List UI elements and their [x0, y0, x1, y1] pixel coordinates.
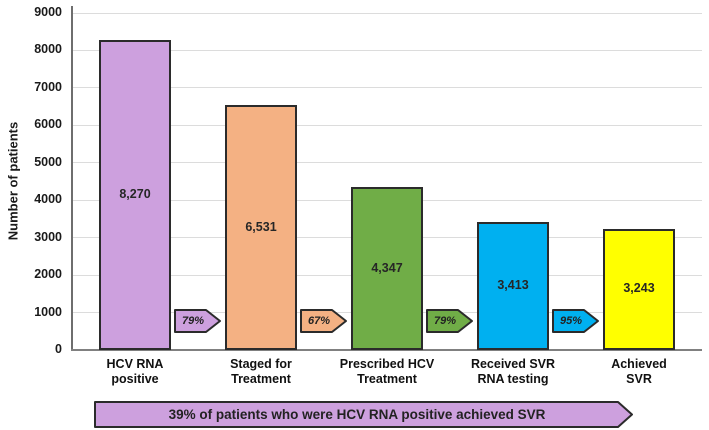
y-tick-label-4000: 4000: [34, 192, 62, 207]
bar-value-label: 4,347: [371, 260, 403, 275]
banner-text: 39% of patients who were HCV RNA positiv…: [168, 407, 546, 422]
y-tick-label-3000: 3000: [34, 229, 62, 244]
bar-staged-for-treatment: [225, 105, 297, 350]
category-label-staged-for-treatment: Staged for Treatment: [230, 357, 292, 387]
bar-value-label: 6,531: [245, 219, 277, 234]
y-axis-line: [71, 6, 73, 350]
transition-arrow-icon: [300, 309, 347, 333]
category-label-prescribed-hcv-treatment: Prescribed HCV Treatment: [339, 357, 435, 387]
gridline-9000: [72, 12, 702, 14]
category-label-achieved-svr: Achieved SVR: [611, 357, 667, 387]
transition-arrow-icon: [552, 309, 599, 333]
y-tick-label-6000: 6000: [34, 117, 62, 132]
transition-arrow-label: 79%: [433, 315, 457, 327]
y-tick-label-9000: 9000: [34, 5, 62, 19]
y-tick-label-5000: 5000: [34, 154, 62, 169]
transition-arrow-icon: [426, 309, 473, 333]
bar-prescribed-hcv-treatment: [351, 187, 423, 350]
gridline-6000: [72, 124, 702, 126]
gridline-7000: [72, 87, 702, 89]
bar-hcv-rna-positive: [99, 40, 171, 350]
bar-received-svr-rna-testing: [477, 222, 549, 350]
category-label-hcv-rna-positive: HCV RNA positive: [106, 357, 164, 387]
category-label-received-svr-rna-testing: Received SVR RNA testing: [470, 357, 556, 387]
y-tick-label-0: 0: [55, 342, 62, 356]
transition-arrow-label: 79%: [181, 315, 205, 327]
summary-banner-shape: [94, 401, 633, 428]
bar-achieved-svr: [603, 228, 675, 350]
x-axis-line: [71, 349, 702, 351]
bar-value-label: 8,270: [119, 187, 151, 202]
gridline-5000: [72, 162, 702, 164]
transition-arrow-label: 67%: [307, 315, 331, 327]
transition-arrow-icon: [174, 309, 221, 333]
y-tick-label-7000: 7000: [34, 79, 62, 94]
y-tick-label-2000: 2000: [34, 267, 62, 282]
gridline-8000: [72, 49, 702, 51]
bar-value-label: 3,243: [623, 281, 655, 296]
y-tick-label-8000: 8000: [34, 42, 62, 57]
transition-arrow-label: 95%: [559, 315, 583, 327]
y-tick-label-1000: 1000: [34, 304, 62, 319]
bar-value-label: 3,413: [497, 278, 529, 293]
